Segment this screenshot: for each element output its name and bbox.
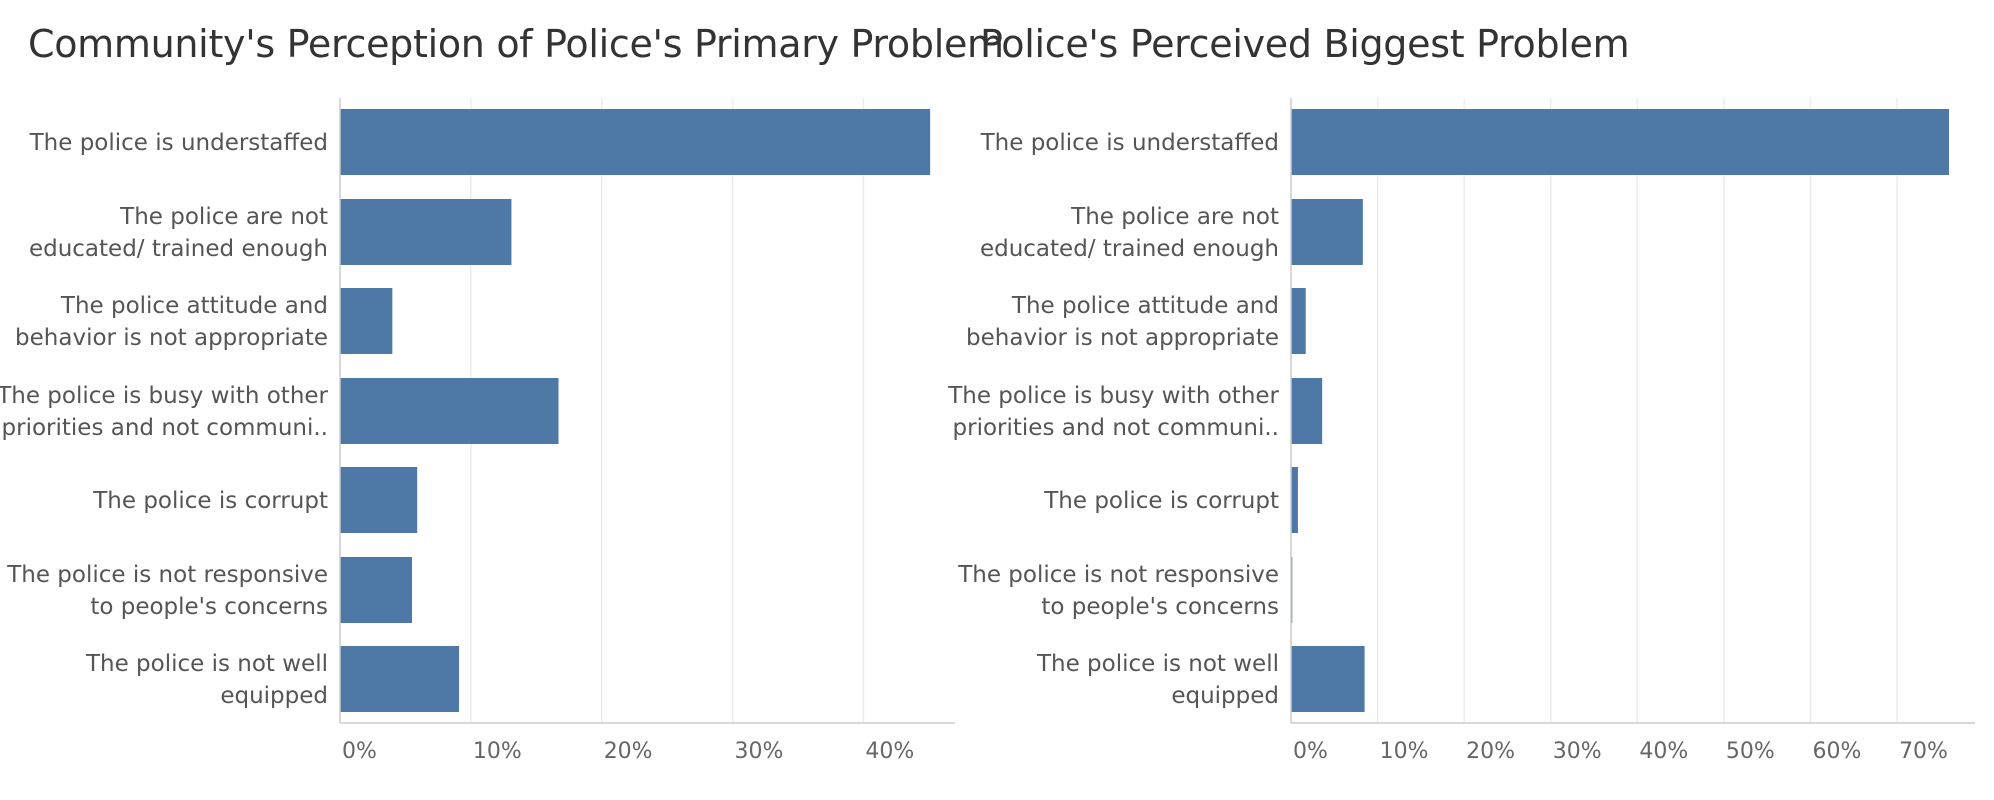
right-x-tick-label: 50% <box>1726 739 1775 764</box>
left-category-label: The police is not responsive <box>6 562 328 588</box>
right-bar-chart: The police is understaffed The police are… <box>947 98 1975 764</box>
right-category-label: The police is busy with other <box>947 383 1279 409</box>
right-category-label: priorities and not communi.. <box>953 415 1279 441</box>
left-category-label: priorities and not communi.. <box>2 415 328 441</box>
left-category-label: equipped <box>220 683 328 709</box>
right-x-tick-label: 60% <box>1812 739 1861 764</box>
right-chart-title: Police's Perceived Biggest Problem <box>980 22 1630 66</box>
right-bar-7 <box>1291 646 1365 712</box>
left-x-tick-label: 10% <box>473 739 522 764</box>
left-bar-6 <box>340 557 412 623</box>
left-category-label: The police is busy with other <box>0 383 329 409</box>
right-x-tick-label: 70% <box>1899 739 1948 764</box>
right-category-label: The police are not <box>1070 204 1279 230</box>
left-bar-5 <box>340 467 418 533</box>
right-category-label: The police is not responsive <box>957 562 1279 588</box>
left-category-label: The police is not well <box>85 651 328 677</box>
left-x-tick-label: 40% <box>865 739 914 764</box>
left-category-label: to people's concerns <box>90 594 328 620</box>
left-category-label: educated/ trained enough <box>29 236 328 262</box>
left-x-tick-label: 30% <box>735 739 784 764</box>
right-category-label: The police attitude and <box>1011 293 1279 319</box>
left-bar-1 <box>340 109 931 175</box>
left-category-label: behavior is not appropriate <box>15 325 328 351</box>
right-bar-3 <box>1291 288 1306 354</box>
right-bar-2 <box>1291 199 1363 265</box>
right-bar-1 <box>1291 109 1950 175</box>
left-bar-chart: The police is understaffed The police are… <box>0 98 955 764</box>
right-x-tick-label: 40% <box>1639 739 1688 764</box>
right-category-label: The police is not well <box>1036 651 1279 677</box>
right-category-label: behavior is not appropriate <box>966 325 1279 351</box>
left-bar-7 <box>340 646 460 712</box>
left-category-label: The police is corrupt <box>92 488 328 514</box>
left-chart-title: Community's Perception of Police's Prima… <box>28 22 1004 66</box>
right-category-label: educated/ trained enough <box>980 236 1279 262</box>
right-x-tick-label: 30% <box>1553 739 1602 764</box>
right-x-tick-label: 0% <box>1293 739 1328 764</box>
left-category-label: The police are not <box>119 204 328 230</box>
right-bar-5 <box>1291 467 1298 533</box>
left-category-label: The police attitude and <box>60 293 328 319</box>
right-category-label: to people's concerns <box>1041 594 1279 620</box>
left-bar-2 <box>340 199 512 265</box>
left-x-tick-label: 0% <box>342 739 377 764</box>
left-bar-4 <box>340 378 559 444</box>
right-category-label: The police is understaffed <box>980 130 1279 156</box>
left-x-tick-label: 20% <box>604 739 653 764</box>
left-category-label: The police is understaffed <box>29 130 328 156</box>
right-x-tick-label: 20% <box>1466 739 1515 764</box>
right-bar-4 <box>1291 378 1323 444</box>
right-category-label: The police is corrupt <box>1043 488 1279 514</box>
left-bar-3 <box>340 288 393 354</box>
right-x-tick-label: 10% <box>1380 739 1429 764</box>
right-category-label: equipped <box>1171 683 1279 709</box>
